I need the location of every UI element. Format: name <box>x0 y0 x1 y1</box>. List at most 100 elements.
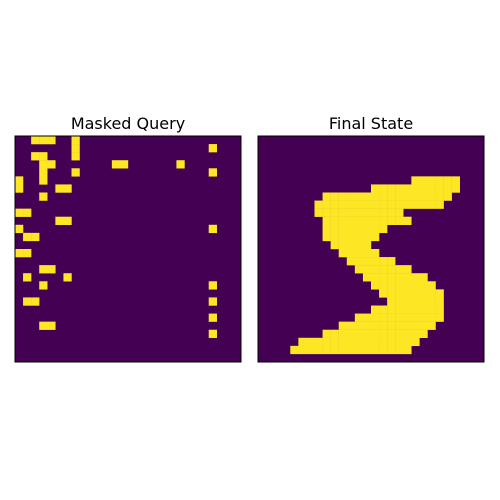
heatmap-cell <box>419 184 428 193</box>
heatmap-cell <box>39 152 48 161</box>
heatmap-cell <box>395 321 404 330</box>
heatmap-cell <box>411 329 420 338</box>
heatmap-cell <box>403 297 412 306</box>
heatmap-cell <box>371 313 380 322</box>
heatmap-cell <box>346 232 356 242</box>
heatmap-cell <box>15 224 24 234</box>
panel-masked-query: Masked Query <box>14 114 242 363</box>
heatmap-cell <box>387 305 396 314</box>
heatmap-cell <box>354 216 364 225</box>
heatmap-cell <box>419 305 428 314</box>
heatmap-cell <box>354 224 364 234</box>
heatmap-cell <box>387 265 396 274</box>
heatmap-cell <box>362 216 372 225</box>
heatmap-cell <box>354 200 364 209</box>
heatmap-cell <box>330 232 339 242</box>
heatmap-cell <box>330 337 339 347</box>
heatmap-cell <box>411 273 420 282</box>
heatmap-cell <box>411 192 420 201</box>
heatmap-cell <box>39 321 48 330</box>
heatmap-cell <box>419 313 428 322</box>
heatmap-cell <box>15 184 24 193</box>
heatmap-cell <box>354 329 364 338</box>
heatmap-cell <box>387 329 396 338</box>
heatmap-cell <box>346 216 356 225</box>
heatmap-cell <box>346 240 356 250</box>
heatmap-cell <box>395 337 404 347</box>
heatmap-cell <box>371 208 380 217</box>
heatmap-cell <box>330 224 339 234</box>
heatmap-cell <box>395 192 404 201</box>
heatmap-cell <box>419 281 428 290</box>
heatmap-cell <box>208 329 217 338</box>
heatmap-cell <box>435 192 444 201</box>
heatmap-cell <box>362 329 372 338</box>
heatmap-cell <box>387 208 396 217</box>
heatmap-cell <box>419 289 428 298</box>
heatmap-cell <box>362 273 372 282</box>
heatmap-cell <box>346 249 356 258</box>
heatmap-cell <box>15 208 24 217</box>
heatmap-cell <box>427 305 436 314</box>
heatmap-cell <box>403 184 412 193</box>
heatmap-cell <box>362 337 372 347</box>
heatmap-cell <box>362 200 372 209</box>
heatmap-cell <box>395 329 404 338</box>
heatmap-cell <box>330 216 339 225</box>
heatmap-cell <box>395 184 404 193</box>
heatmap-cell <box>354 313 364 322</box>
heatmap-cell <box>338 329 347 338</box>
heatmap-cell <box>346 224 356 234</box>
heatmap-cell <box>371 321 380 330</box>
heatmap-cell <box>298 337 307 347</box>
heatmap-cell <box>443 176 452 185</box>
heatmap-cell <box>119 160 129 169</box>
heatmap-cell <box>39 281 48 290</box>
heatmap-cell <box>330 345 339 355</box>
heatmap-cell <box>298 345 307 355</box>
heatmap-cell <box>71 168 80 177</box>
heatmap-cell <box>427 297 436 306</box>
heatmap-cell <box>362 321 372 330</box>
heatmap-cell <box>379 184 388 193</box>
heatmap-cell <box>403 192 412 201</box>
heatmap-cell <box>306 337 315 347</box>
heatmap-cell <box>435 200 444 209</box>
heatmap-cell <box>354 257 364 266</box>
heatmap-cell <box>176 160 185 169</box>
heatmap-cell <box>403 305 412 314</box>
heatmap-cell <box>362 265 372 274</box>
heatmap-cell <box>314 208 323 217</box>
heatmap-cell <box>379 200 388 209</box>
heatmap-cell <box>387 313 396 322</box>
heatmap-cell <box>371 184 380 193</box>
heatmap-cell <box>387 216 396 225</box>
heatmap-cell <box>55 216 64 225</box>
heatmap-cell <box>419 329 428 338</box>
heatmap-cell <box>443 192 452 201</box>
heatmap-cell <box>403 329 412 338</box>
heatmap-cell <box>290 345 299 355</box>
heatmap-cell <box>314 345 323 355</box>
heatmap-cell <box>435 305 444 314</box>
heatmap-cell <box>403 321 412 330</box>
heatmap-cell <box>395 305 404 314</box>
heatmap-cell <box>346 337 356 347</box>
heatmap-cell <box>362 232 372 242</box>
heatmap-cell <box>208 168 217 177</box>
heatmap-cell <box>395 313 404 322</box>
heatmap-cell <box>403 345 412 355</box>
heatmap-cell <box>208 224 217 234</box>
heatmap-cell <box>338 200 347 209</box>
heatmap-cell <box>419 297 428 306</box>
heatmap-cell <box>63 184 72 193</box>
heatmap-cell <box>354 265 364 274</box>
heatmap-cell <box>379 265 388 274</box>
heatmap-cell <box>322 232 331 242</box>
heatmap-cell <box>354 337 364 347</box>
panel-title-masked-query: Masked Query <box>71 114 185 133</box>
heatmap-cell <box>346 329 356 338</box>
heatmap-cell <box>395 289 404 298</box>
heatmap-cell <box>435 289 444 298</box>
heatmap-cell <box>23 208 32 217</box>
